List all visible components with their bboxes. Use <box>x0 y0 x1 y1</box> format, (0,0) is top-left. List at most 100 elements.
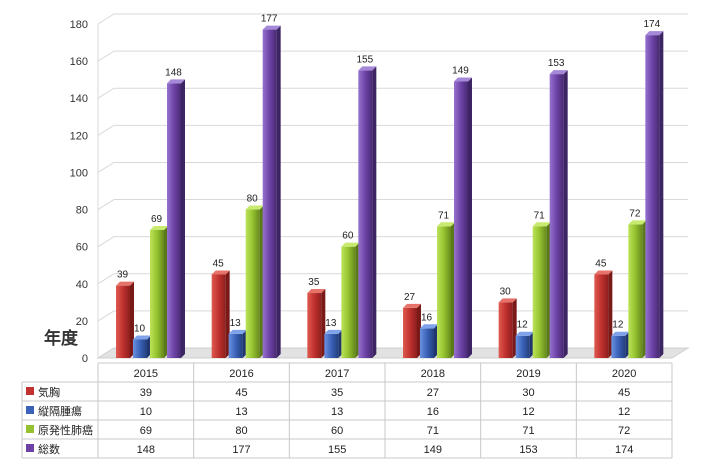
bar-2015-2: 69 <box>150 214 168 358</box>
data-label: 45 <box>595 259 607 270</box>
y-tick-label: 0 <box>82 353 88 365</box>
data-label: 13 <box>325 318 337 329</box>
bar-front <box>228 333 243 358</box>
bar-2016-0: 45 <box>211 259 230 358</box>
bar-front <box>549 74 564 358</box>
bar-2018-2: 71 <box>437 210 455 358</box>
bar-top <box>437 222 455 227</box>
data-label: 69 <box>151 214 163 225</box>
gridline <box>97 273 688 285</box>
table-cell: 12 <box>618 406 630 418</box>
y-tick-label: 140 <box>70 93 88 105</box>
bar-top <box>211 270 230 275</box>
category-label: 2017 <box>325 368 349 380</box>
bar-2018-1: 16 <box>420 312 438 358</box>
bar-front <box>324 333 339 358</box>
bar-top <box>645 31 664 36</box>
bar-top <box>549 70 568 75</box>
bar-top <box>133 335 151 340</box>
data-label: 12 <box>517 320 529 331</box>
bar-2018-3: 149 <box>452 66 472 359</box>
legend-swatch <box>26 425 34 433</box>
y-tick-label: 80 <box>76 205 88 217</box>
data-label: 16 <box>421 312 433 323</box>
bar-front <box>594 274 609 358</box>
data-label: 13 <box>230 318 242 329</box>
bar-front <box>211 274 226 358</box>
table-cell: 13 <box>235 406 247 418</box>
bar-top <box>228 329 247 334</box>
bar-top <box>358 66 377 71</box>
bar-2017-0: 35 <box>307 277 326 358</box>
bar-side <box>276 25 281 358</box>
gridline <box>97 124 688 136</box>
bar-front <box>307 293 322 358</box>
table-cell: 153 <box>519 444 537 456</box>
data-label: 35 <box>308 277 320 288</box>
bar-2018-0: 27 <box>403 292 421 358</box>
data-label: 45 <box>213 259 225 270</box>
table-cell: 39 <box>140 387 152 399</box>
bar-side <box>372 66 377 358</box>
data-label: 80 <box>247 194 259 205</box>
category-label: 2016 <box>229 368 253 380</box>
table-cell: 72 <box>618 425 630 437</box>
table-cell: 148 <box>137 444 155 456</box>
data-label: 155 <box>356 54 373 65</box>
data-label: 72 <box>629 208 641 219</box>
y-tick-label: 160 <box>70 56 88 68</box>
legend-swatch <box>26 406 34 414</box>
table-cell: 27 <box>427 387 439 399</box>
table-cell: 10 <box>140 406 152 418</box>
bar-front <box>133 339 147 358</box>
table-cell: 69 <box>140 425 152 437</box>
bar-2019-2: 71 <box>532 210 551 358</box>
bar-top <box>150 225 168 230</box>
data-label: 71 <box>438 210 450 221</box>
category-label: 2018 <box>421 368 445 380</box>
gridline <box>97 161 688 173</box>
bar-top <box>594 270 613 275</box>
table-cell: 80 <box>235 425 247 437</box>
bar-side <box>468 77 472 359</box>
gridline <box>97 87 688 99</box>
data-label: 153 <box>548 58 565 69</box>
bar-front <box>628 224 643 358</box>
bar-2020-1: 12 <box>611 320 630 358</box>
bar-front <box>341 246 356 358</box>
bar-top <box>167 79 185 84</box>
data-label: 148 <box>165 67 182 78</box>
bar-top <box>403 303 421 308</box>
gridline <box>97 199 688 210</box>
y-tick-label: 100 <box>70 167 88 179</box>
bar-top <box>116 281 134 286</box>
bar-side <box>563 70 568 358</box>
y-tick-label: 40 <box>76 279 88 291</box>
bar-front <box>358 70 373 358</box>
data-label: 71 <box>534 210 546 221</box>
bar-top <box>262 25 281 30</box>
bar-front <box>498 302 513 358</box>
bar-2017-1: 13 <box>324 318 343 358</box>
bar-top <box>498 298 517 303</box>
legend-label: 気胸 <box>38 385 60 399</box>
data-table: 2015 2016 2017 2018 2019 2020 気胸 39 45 35 27 30 45 縦隔… <box>21 362 673 459</box>
table-cell: 45 <box>618 387 630 399</box>
table-cell: 13 <box>331 406 343 418</box>
bar-front <box>645 35 660 359</box>
bar-front <box>532 226 547 358</box>
table-cell: 60 <box>331 425 343 437</box>
bar-top <box>611 331 630 336</box>
y-tick-label: 20 <box>76 316 88 328</box>
bar-2017-3: 155 <box>356 54 377 358</box>
table-cell: 155 <box>328 444 346 456</box>
bar-front <box>245 209 260 358</box>
legend-swatch <box>26 387 34 395</box>
bar-front <box>116 285 130 358</box>
bar-front <box>262 29 277 359</box>
bars: 39 10 69 148 45 13 80 177 35 13 60 155 27 16 71 149 30 12… <box>116 14 664 359</box>
category-label: 2020 <box>612 368 636 380</box>
bar-2016-1: 13 <box>228 318 247 358</box>
bar-side <box>659 31 664 359</box>
y-axis: 0 20 40 60 80 100 120 140 160 180 <box>70 19 88 365</box>
